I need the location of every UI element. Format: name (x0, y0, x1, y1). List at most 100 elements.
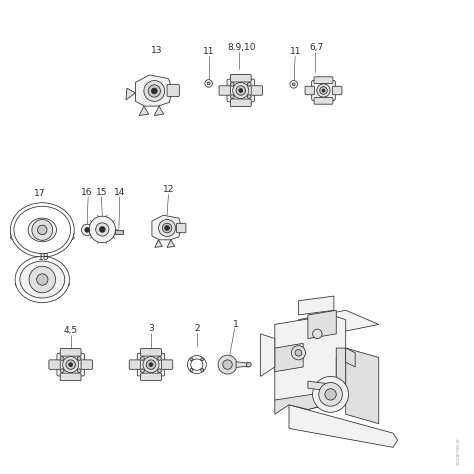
Circle shape (157, 369, 161, 373)
Circle shape (60, 369, 64, 373)
Circle shape (63, 356, 79, 373)
Polygon shape (336, 348, 346, 383)
Circle shape (144, 81, 164, 101)
Text: 1: 1 (233, 319, 238, 328)
Circle shape (37, 225, 47, 235)
Circle shape (158, 219, 175, 237)
Text: 16: 16 (82, 188, 93, 197)
Circle shape (292, 346, 306, 360)
Circle shape (290, 81, 298, 88)
Text: 12: 12 (163, 185, 174, 194)
Text: 8,9,10: 8,9,10 (228, 43, 256, 52)
FancyBboxPatch shape (141, 348, 161, 356)
Circle shape (77, 356, 81, 360)
Circle shape (230, 82, 234, 86)
Polygon shape (136, 75, 172, 106)
Circle shape (190, 358, 193, 361)
Text: 18: 18 (37, 253, 49, 262)
Circle shape (146, 360, 156, 369)
Circle shape (143, 356, 159, 373)
Text: 6,7: 6,7 (309, 43, 324, 52)
Circle shape (77, 369, 81, 373)
Circle shape (239, 89, 243, 92)
Circle shape (319, 383, 342, 406)
Polygon shape (289, 405, 398, 447)
FancyBboxPatch shape (312, 81, 335, 100)
Polygon shape (167, 240, 174, 247)
Text: 13: 13 (151, 46, 163, 55)
Circle shape (164, 226, 169, 230)
Polygon shape (299, 310, 379, 334)
FancyBboxPatch shape (161, 360, 173, 369)
Polygon shape (126, 88, 136, 100)
FancyBboxPatch shape (230, 99, 251, 107)
Circle shape (162, 223, 172, 233)
FancyBboxPatch shape (219, 86, 230, 95)
Ellipse shape (191, 359, 203, 370)
Circle shape (313, 329, 322, 338)
FancyBboxPatch shape (227, 79, 255, 102)
Text: 14: 14 (114, 188, 126, 197)
Circle shape (149, 363, 153, 366)
Ellipse shape (20, 261, 65, 298)
Polygon shape (139, 106, 149, 116)
Ellipse shape (10, 203, 74, 257)
Circle shape (207, 82, 210, 85)
Text: 11: 11 (291, 47, 302, 56)
Circle shape (141, 356, 145, 360)
Circle shape (29, 266, 55, 293)
FancyBboxPatch shape (129, 360, 141, 369)
Circle shape (152, 88, 157, 94)
FancyBboxPatch shape (230, 74, 251, 82)
Circle shape (157, 356, 161, 360)
Polygon shape (236, 362, 249, 367)
Circle shape (205, 80, 212, 87)
FancyBboxPatch shape (137, 353, 164, 376)
Circle shape (295, 349, 302, 356)
Text: 3: 3 (148, 324, 154, 333)
Circle shape (246, 362, 251, 367)
Polygon shape (346, 348, 379, 424)
Circle shape (322, 89, 325, 92)
FancyBboxPatch shape (49, 360, 60, 369)
Circle shape (85, 228, 90, 232)
Circle shape (292, 83, 295, 86)
Polygon shape (308, 310, 336, 338)
FancyBboxPatch shape (332, 86, 342, 95)
Circle shape (236, 86, 246, 95)
FancyBboxPatch shape (81, 360, 92, 369)
Circle shape (60, 356, 64, 360)
Polygon shape (275, 391, 336, 414)
Circle shape (233, 82, 249, 99)
FancyBboxPatch shape (167, 84, 179, 97)
Ellipse shape (28, 218, 56, 242)
Circle shape (82, 224, 93, 236)
FancyBboxPatch shape (314, 77, 333, 83)
Polygon shape (299, 296, 334, 315)
Polygon shape (155, 240, 162, 247)
Circle shape (190, 368, 193, 371)
Circle shape (89, 216, 116, 243)
Circle shape (96, 223, 109, 236)
Circle shape (36, 274, 48, 285)
Circle shape (201, 368, 204, 371)
Polygon shape (275, 343, 303, 372)
Circle shape (223, 360, 232, 369)
Circle shape (317, 84, 330, 97)
FancyBboxPatch shape (60, 373, 81, 381)
Text: 17: 17 (34, 189, 45, 198)
Text: 15: 15 (96, 188, 107, 197)
FancyBboxPatch shape (314, 98, 333, 104)
FancyBboxPatch shape (305, 86, 315, 95)
FancyBboxPatch shape (176, 223, 186, 233)
Text: 2310ET09.9C: 2310ET09.9C (456, 436, 460, 465)
FancyBboxPatch shape (251, 86, 263, 95)
Text: 11: 11 (203, 47, 214, 56)
FancyBboxPatch shape (60, 348, 81, 356)
Circle shape (69, 363, 73, 366)
Circle shape (319, 87, 327, 94)
Ellipse shape (15, 256, 70, 303)
Polygon shape (346, 348, 355, 367)
Circle shape (218, 355, 237, 374)
Circle shape (141, 369, 145, 373)
